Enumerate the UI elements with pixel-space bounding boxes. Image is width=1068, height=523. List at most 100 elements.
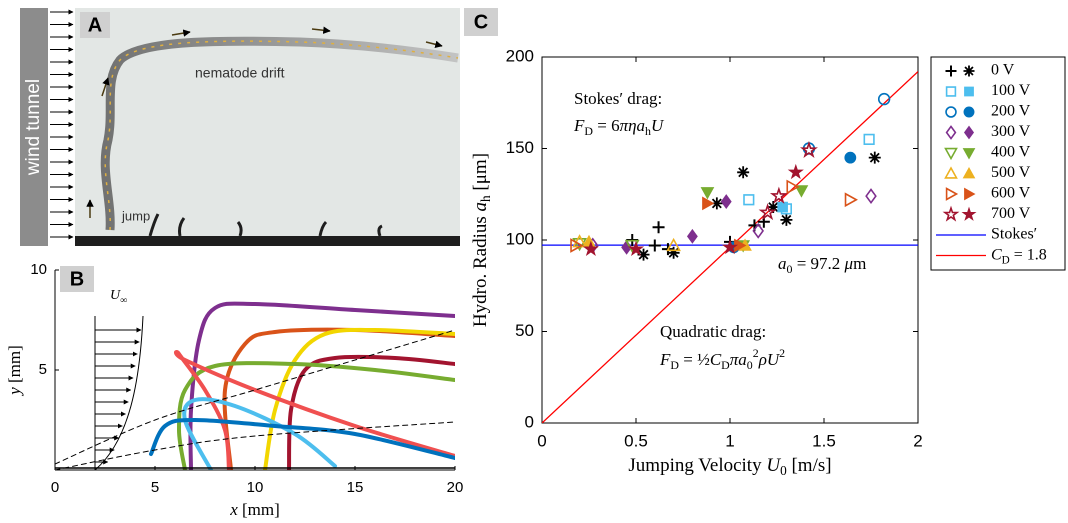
text-part: m xyxy=(853,254,866,273)
annotation: Stokes′ drag: xyxy=(574,89,662,108)
profile-curve xyxy=(94,315,144,471)
legend-marker xyxy=(945,125,957,140)
trajectory xyxy=(182,397,337,470)
data-point xyxy=(637,248,650,261)
legend-marker xyxy=(945,106,957,118)
text-part: a xyxy=(778,254,787,273)
jump-label: jump xyxy=(121,208,150,223)
data-point xyxy=(767,201,780,214)
text-part: F xyxy=(659,350,671,369)
legend-label: 600 V xyxy=(991,185,1031,202)
data-point xyxy=(627,240,645,257)
y-tick-label: 0 xyxy=(525,412,534,431)
data-point xyxy=(877,92,891,106)
x-tick-label: 0.5 xyxy=(624,431,648,450)
legend-marker xyxy=(944,166,958,179)
data-point xyxy=(743,194,755,206)
data-point xyxy=(700,187,715,200)
legend-label: 100 V xyxy=(991,82,1031,99)
data-point xyxy=(865,188,877,205)
legend-marker xyxy=(945,187,959,201)
trajectory xyxy=(287,354,455,470)
data-point xyxy=(758,203,777,221)
x-axis-label: x [mm] xyxy=(229,500,280,519)
legend-label: Stokes′ xyxy=(991,226,1037,243)
x-tick-label: 1 xyxy=(725,431,734,450)
y-tick-label: 100 xyxy=(506,229,534,248)
trajectory xyxy=(176,361,455,470)
text-part: ∞ xyxy=(120,295,127,306)
x-tick-label: 5 xyxy=(151,479,159,496)
arrow xyxy=(171,29,191,37)
data-point xyxy=(863,133,875,145)
wind-label: wind tunnel xyxy=(23,79,44,176)
annotation: Quadratic drag: xyxy=(660,322,766,341)
boundary-layer-line xyxy=(55,421,455,470)
data-point xyxy=(721,238,739,255)
arrow xyxy=(425,40,443,49)
data-point xyxy=(667,246,680,259)
legend-marker xyxy=(963,125,975,140)
legend-marker xyxy=(963,65,975,77)
y-tick-label: 5 xyxy=(39,361,47,378)
y-axis-label: y [mm] xyxy=(5,345,24,397)
x-tick-label: 20 xyxy=(447,479,464,496)
data-point xyxy=(710,197,723,210)
y-tick-label: 150 xyxy=(506,138,534,157)
text-part: 2 xyxy=(779,346,785,360)
x-tick-label: 0 xyxy=(537,431,546,450)
text-part: D xyxy=(1002,254,1010,266)
text-part: h xyxy=(645,124,651,138)
y-tick-label: 200 xyxy=(506,46,534,65)
text-part: = 97.2 xyxy=(792,254,844,273)
arrow xyxy=(101,77,110,97)
trajectory xyxy=(174,349,455,470)
panel-label-box xyxy=(60,266,94,292)
legend-marker xyxy=(963,106,975,118)
legend-marker xyxy=(964,187,976,201)
wind-arrows xyxy=(50,9,74,240)
text-part: [μm] xyxy=(470,153,491,195)
text-part: x xyxy=(229,500,238,519)
panel-label: A xyxy=(88,14,102,36)
text-part: Hydro. Radius xyxy=(470,211,491,327)
text-part: πa xyxy=(730,350,747,369)
annotation: a0 = 97.2 μm xyxy=(778,254,866,276)
profile-arrows xyxy=(95,327,142,465)
annotation: FD = 6πηahU xyxy=(573,116,665,138)
data-point xyxy=(800,140,818,158)
y-tick-label: 10 xyxy=(30,261,47,278)
text-part: 0 xyxy=(787,262,793,276)
text-part: Jumping Velocity xyxy=(628,455,766,476)
text-part: D xyxy=(721,358,730,372)
y-tick-label: 50 xyxy=(515,321,534,340)
data-point xyxy=(868,151,881,164)
wind-profile xyxy=(94,315,144,471)
x-axis-label: Jumping Velocity U0 [m/s] xyxy=(628,455,831,478)
data-point xyxy=(570,238,584,253)
nematode-highlight xyxy=(104,40,459,231)
legend-marker xyxy=(962,148,976,160)
arrow xyxy=(311,26,331,34)
text-part: [mm] xyxy=(238,500,280,519)
text-part: = ½ xyxy=(679,350,710,369)
text-part: U xyxy=(651,116,665,135)
data-point xyxy=(686,228,698,244)
text-part: ρU xyxy=(758,350,781,369)
text-part: 0 xyxy=(747,358,753,372)
data-point xyxy=(582,240,599,257)
text-part: 0 xyxy=(780,463,787,478)
trajectories xyxy=(55,301,455,470)
data-point xyxy=(702,196,715,211)
legend-label: 300 V xyxy=(991,123,1031,140)
data-point xyxy=(652,221,665,234)
legend-label: 700 V xyxy=(991,205,1031,222)
data-point xyxy=(844,192,858,208)
text-part: U xyxy=(110,288,121,303)
photo-panel xyxy=(20,8,460,246)
drift-label: nematode drift xyxy=(195,65,285,81)
x-tick-label: 2 xyxy=(913,431,922,450)
data-point xyxy=(572,238,587,252)
text-part: [mm] xyxy=(5,345,24,387)
